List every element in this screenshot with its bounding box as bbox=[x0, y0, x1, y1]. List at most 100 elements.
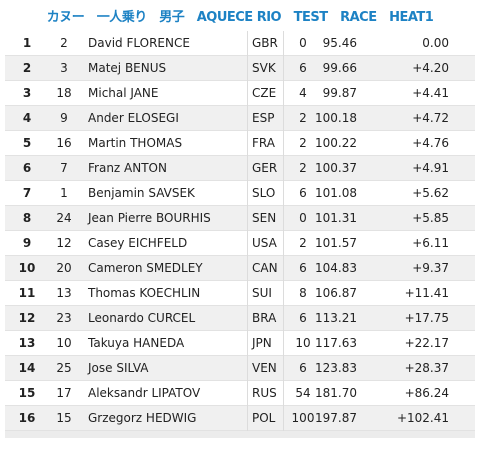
time: 113.21 bbox=[315, 311, 357, 325]
table-row: 12 23 Leonardo CURCEL BRA 6 113.21 +17.75 bbox=[5, 306, 475, 331]
penalty: 2 bbox=[299, 236, 307, 250]
athlete-name: Jean Pierre BOURHIS bbox=[88, 211, 211, 225]
athlete-name: Ander ELOSEGI bbox=[88, 111, 179, 125]
rank: 11 bbox=[18, 286, 36, 300]
athlete-name: Leonardo CURCEL bbox=[88, 311, 196, 325]
time: 104.83 bbox=[315, 261, 357, 275]
column-divider bbox=[283, 31, 284, 431]
table-row: 8 24 Jean Pierre BOURHIS SEN 0 101.31 +5.85 bbox=[5, 206, 475, 231]
time-behind: +4.72 bbox=[412, 111, 449, 125]
country: SUI bbox=[252, 286, 272, 300]
time-behind: +11.41 bbox=[404, 286, 449, 300]
bib: 24 bbox=[56, 211, 72, 225]
table-row: 10 20 Cameron SMEDLEY CAN 6 104.83 +9.37 bbox=[5, 256, 475, 281]
time: 100.37 bbox=[315, 161, 357, 175]
country: CAN bbox=[252, 261, 278, 275]
time: 95.46 bbox=[322, 36, 357, 50]
country: POL bbox=[252, 411, 276, 425]
country: CZE bbox=[252, 86, 277, 100]
rank: 8 bbox=[22, 211, 32, 225]
penalty: 6 bbox=[299, 261, 307, 275]
bib: 25 bbox=[56, 361, 72, 375]
penalty: 0 bbox=[299, 36, 307, 50]
penalty: 4 bbox=[299, 86, 307, 100]
bib: 15 bbox=[56, 411, 72, 425]
athlete-name: Franz ANTON bbox=[88, 161, 167, 175]
time-behind: +28.37 bbox=[404, 361, 449, 375]
rank: 13 bbox=[18, 336, 36, 350]
athlete-name: Grzegorz HEDWIG bbox=[88, 411, 197, 425]
time-behind: +4.41 bbox=[412, 86, 449, 100]
time-behind: +5.85 bbox=[412, 211, 449, 225]
time: 123.83 bbox=[315, 361, 357, 375]
country: VEN bbox=[252, 361, 277, 375]
athlete-name: Aleksandr LIPATOV bbox=[88, 386, 201, 400]
athlete-name: Martin THOMAS bbox=[88, 136, 183, 150]
time: 101.08 bbox=[315, 186, 357, 200]
bib: 12 bbox=[56, 236, 72, 250]
time-behind: +86.24 bbox=[404, 386, 449, 400]
rank: 3 bbox=[22, 86, 32, 100]
time: 106.87 bbox=[315, 286, 357, 300]
table-row: 15 17 Aleksandr LIPATOV RUS 54 181.70 +86.24 bbox=[5, 381, 475, 406]
time: 100.18 bbox=[315, 111, 357, 125]
time: 101.31 bbox=[315, 211, 357, 225]
table-row: 5 16 Martin THOMAS FRA 2 100.22 +4.76 bbox=[5, 131, 475, 156]
table-row: 4 9 Ander ELOSEGI ESP 2 100.18 +4.72 bbox=[5, 106, 475, 131]
time-behind: +9.37 bbox=[412, 261, 449, 275]
penalty: 10 bbox=[295, 336, 311, 350]
rank: 9 bbox=[22, 236, 32, 250]
table-row: 7 1 Benjamin SAVSEK SLO 6 101.08 +5.62 bbox=[5, 181, 475, 206]
penalty: 2 bbox=[299, 136, 307, 150]
athlete-name: Takuya HANEDA bbox=[88, 336, 185, 350]
bib: 3 bbox=[60, 61, 68, 75]
table-footer bbox=[5, 431, 475, 438]
time-behind: 0.00 bbox=[422, 36, 449, 50]
country: USA bbox=[252, 236, 277, 250]
athlete-name: Michal JANE bbox=[88, 86, 159, 100]
table-row: 14 25 Jose SILVA VEN 6 123.83 +28.37 bbox=[5, 356, 475, 381]
time-behind: +4.91 bbox=[412, 161, 449, 175]
bib: 2 bbox=[60, 36, 68, 50]
table-row: 3 18 Michal JANE CZE 4 99.87 +4.41 bbox=[5, 81, 475, 106]
table-row: 1 2 David FLORENCE GBR 0 95.46 0.00 bbox=[5, 31, 475, 56]
country: BRA bbox=[252, 311, 277, 325]
rank: 14 bbox=[18, 361, 36, 375]
time-behind: +22.17 bbox=[404, 336, 449, 350]
bib: 18 bbox=[56, 86, 72, 100]
rank: 16 bbox=[18, 411, 36, 425]
table-row: 11 13 Thomas KOECHLIN SUI 8 106.87 +11.41 bbox=[5, 281, 475, 306]
country: SVK bbox=[252, 61, 276, 75]
rank: 6 bbox=[22, 161, 32, 175]
title: カヌー 一人乗り 男子 AQUECE RIO TEST RACE HEAT1 bbox=[46, 10, 434, 25]
time: 100.22 bbox=[315, 136, 357, 150]
athlete-name: Casey EICHFELD bbox=[88, 236, 188, 250]
bib: 13 bbox=[56, 286, 72, 300]
country: GBR bbox=[252, 36, 278, 50]
bib: 20 bbox=[56, 261, 72, 275]
country: FRA bbox=[252, 136, 275, 150]
column-divider bbox=[247, 31, 248, 431]
penalty: 54 bbox=[295, 386, 311, 400]
rank: 1 bbox=[22, 36, 32, 50]
athlete-name: Matej BENUS bbox=[88, 61, 167, 75]
country: SLO bbox=[252, 186, 276, 200]
table-row: 9 12 Casey EICHFELD USA 2 101.57 +6.11 bbox=[5, 231, 475, 256]
bib: 23 bbox=[56, 311, 72, 325]
time: 181.70 bbox=[315, 386, 357, 400]
time-behind: +102.41 bbox=[396, 411, 449, 425]
penalty: 6 bbox=[299, 361, 307, 375]
time-behind: +17.75 bbox=[404, 311, 449, 325]
time-behind: +5.62 bbox=[412, 186, 449, 200]
penalty: 6 bbox=[299, 311, 307, 325]
time: 99.87 bbox=[322, 86, 357, 100]
penalty: 0 bbox=[299, 211, 307, 225]
rank: 2 bbox=[22, 61, 32, 75]
country: GER bbox=[252, 161, 278, 175]
country: RUS bbox=[252, 386, 277, 400]
country: SEN bbox=[252, 211, 277, 225]
athlete-name: Thomas KOECHLIN bbox=[88, 286, 201, 300]
time-behind: +6.11 bbox=[412, 236, 449, 250]
athlete-name: David FLORENCE bbox=[88, 36, 190, 50]
penalty: 2 bbox=[299, 111, 307, 125]
